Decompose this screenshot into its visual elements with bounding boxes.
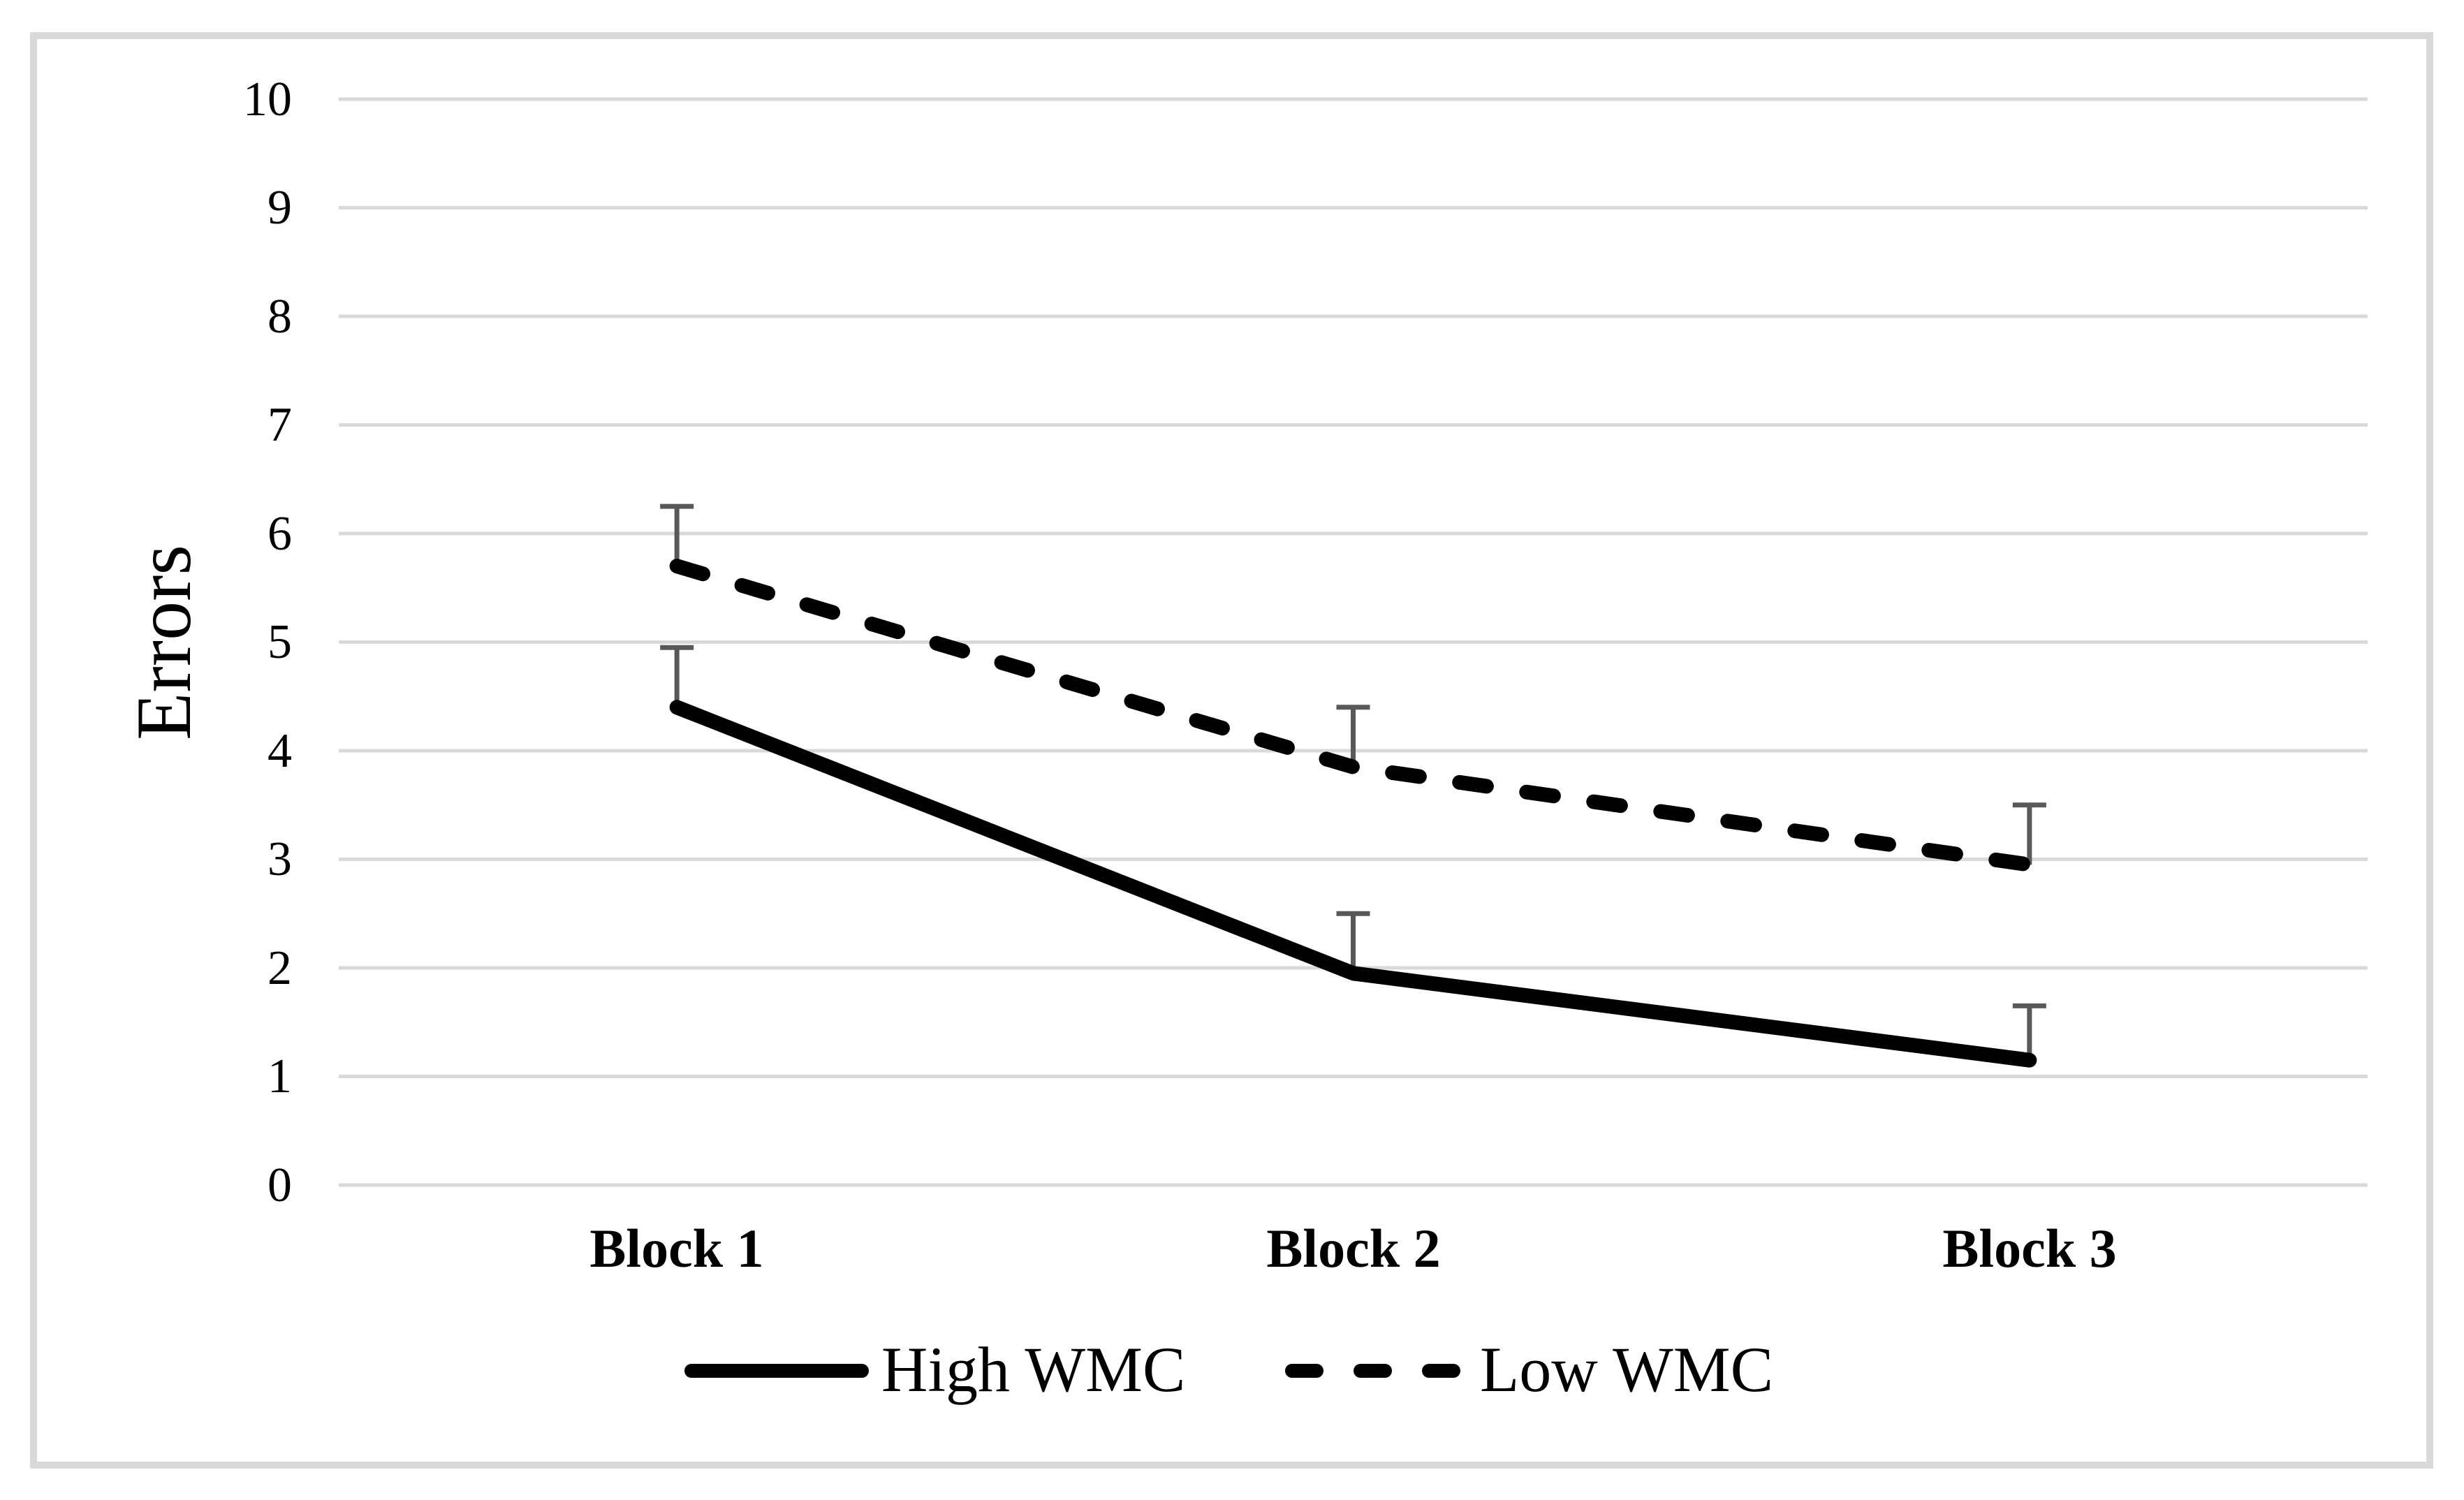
x-category-label-block-2: Block 2 xyxy=(1266,1218,1440,1279)
y-tick-label-5: 5 xyxy=(267,615,292,669)
series-line-low-wmc xyxy=(669,559,2037,872)
y-tick-label-7: 7 xyxy=(267,398,292,452)
figure-border xyxy=(30,32,2433,1469)
series-line-high-wmc xyxy=(669,700,2037,1068)
y-tick-label-9: 9 xyxy=(267,181,292,235)
y-tick-label-0: 0 xyxy=(267,1159,292,1212)
gridlines-layer xyxy=(339,97,2368,1187)
y-tick-label-6: 6 xyxy=(267,507,292,561)
x-category-label-block-3: Block 3 xyxy=(1942,1218,2116,1279)
y-axis-title: Errors xyxy=(121,545,207,740)
y-tick-label-8: 8 xyxy=(267,290,292,344)
y-tick-label-2: 2 xyxy=(267,941,292,995)
y-tick-label-4: 4 xyxy=(267,724,292,778)
x-category-label-block-1: Block 1 xyxy=(589,1218,763,1279)
error-bars-layer xyxy=(660,503,2046,1061)
y-tick-label-1: 1 xyxy=(267,1050,292,1103)
legend-label-low-wmc: Low WMC xyxy=(1480,1334,1773,1405)
series-layer xyxy=(669,559,2037,1068)
y-tick-label-10: 10 xyxy=(243,73,292,126)
y-tick-label-3: 3 xyxy=(267,832,292,886)
legend-label-high-wmc: High WMC xyxy=(881,1334,1185,1405)
